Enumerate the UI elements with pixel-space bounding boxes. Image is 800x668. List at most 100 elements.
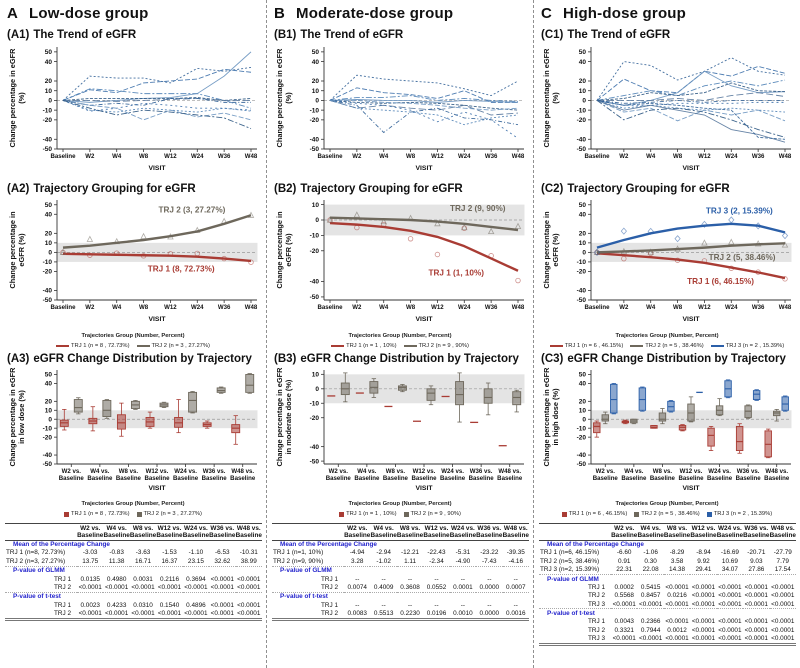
stats-table: W2 vs. Baseline W4 vs. Baseline W8 vs. Baseli… <box>272 522 529 621</box>
y-tick-label: -50 <box>43 462 53 469</box>
table-cell <box>5 522 77 541</box>
trajectory-annotation: TRJ 1 (6, 46.15%) <box>687 277 754 286</box>
panel-label: (C2) <box>541 182 564 195</box>
column-separator <box>533 0 534 668</box>
table-data-row: TRJ 2 0.5568 0.8457 0.0216 <0.0001 <0.0001 <0.… <box>539 592 796 600</box>
stats-table: W2 vs. Baseline W4 vs. Baseline W8 vs. Baseli… <box>539 522 796 646</box>
legend-swatch-icon <box>339 511 345 517</box>
table-cell: <0.0001 <box>691 626 716 634</box>
x-tick-label: Baseline <box>59 475 85 482</box>
y-axis-title: eGFR (%) <box>17 233 26 267</box>
table-cell: TRJ 1 <box>587 583 605 591</box>
y-tick-label: 0 <box>582 250 586 257</box>
data-marker <box>380 218 387 225</box>
table-cell: TRJ 2 (n=9, 90%) <box>273 557 324 565</box>
table-data-row: TRJ 2 (n=5, 38.46%) 0.91 0.30 3.58 9.92 10.69… <box>539 557 796 565</box>
data-marker <box>114 250 120 257</box>
table-cell: 17.54 <box>774 566 791 574</box>
table-cell: <0.0001 <box>210 575 234 583</box>
table-cell: <0.0001 <box>182 609 210 621</box>
legend-label: TRJ 1 (n = 6 , 46.15%) <box>564 342 624 349</box>
table-cell: <0.0001 <box>131 583 155 591</box>
table-data-row: TRJ 3 <0.0001 <0.0001 <0.0001 <0.0001 <0.0001… <box>539 634 796 646</box>
x-tick-label: Baseline <box>621 475 647 482</box>
table-cell: -- <box>381 601 386 609</box>
patient-trend-line <box>62 99 252 112</box>
x-tick-label: Baseline <box>202 475 228 482</box>
table-cell: <0.0001 <box>718 583 742 591</box>
trajectory-curve <box>62 252 252 263</box>
legend-label: TRJ 1 (n = 8 , 72.73%) <box>71 510 130 517</box>
legend-swatch-icon <box>64 511 70 517</box>
table-cell: -2.94 <box>376 549 391 557</box>
data-marker <box>728 265 734 272</box>
x-tick-label: W48 vs. <box>765 468 788 475</box>
group-a-column: A Low-dose group (A1) The Trend of eGFR 50… <box>0 0 266 668</box>
legend-swatch-icon <box>630 344 644 348</box>
table-cell: W36 vs. Baseline <box>476 522 503 541</box>
panel-title: (C3) eGFR Change Distribution by Trajecto… <box>541 353 791 366</box>
data-marker <box>381 222 387 228</box>
y-tick-label: -20 <box>310 415 320 422</box>
x-tick-label: W24 vs. <box>174 468 197 475</box>
table-cell: 0.0083 <box>344 609 371 621</box>
table-cell: 0.2366 <box>640 618 661 626</box>
table-cell: <0.0001 <box>771 600 795 608</box>
table-cell: -27.79 <box>773 549 792 557</box>
data-marker <box>87 252 93 259</box>
table-cell: <0.0001 <box>237 583 261 591</box>
x-tick-label: W2 vs. <box>62 468 82 475</box>
trajectory-annotation: TRJ 3 (2, 15.39%) <box>706 207 773 216</box>
table-header-row: W2 vs. Baseline W4 vs. Baseline W8 vs. Baseli… <box>272 522 529 541</box>
table-cell: 0.4980 <box>106 575 127 583</box>
x-tick-label: Baseline <box>707 475 733 482</box>
data-marker <box>86 235 94 243</box>
y-axis-title: Change percentage in <box>8 211 17 289</box>
legend-item: TRJ 3 (n = 2 , 15.39%) <box>710 342 784 351</box>
table-cell: <0.0001 <box>210 601 234 609</box>
x-tick-label: Baseline <box>497 475 523 482</box>
x-tick-label: W8 vs. <box>386 468 406 475</box>
table-cell: TRJ 1 <box>53 601 71 609</box>
x-axis-title: VISIT <box>149 165 167 172</box>
table-cell: W4 vs. Baseline <box>103 522 130 541</box>
table-cell <box>272 522 344 541</box>
table-cell: -8.94 <box>696 549 711 557</box>
table-cell: <0.0001 <box>157 583 182 591</box>
x-tick-label: Baseline <box>87 475 113 482</box>
y-tick-label: -20 <box>577 435 587 442</box>
x-tick-label: W36 <box>485 153 498 160</box>
box <box>397 385 407 392</box>
table-cell: W48 vs. Baseline <box>235 522 262 541</box>
data-marker <box>247 211 255 219</box>
data-marker <box>194 251 200 257</box>
patient-trend-line <box>62 99 252 120</box>
table-cell: <0.0001 <box>743 634 770 646</box>
table-cell: TRJ 1 (n=6, 46.15%) <box>540 549 600 557</box>
y-tick-label: 50 <box>45 49 53 56</box>
table-cell: -22.43 <box>427 549 446 557</box>
table-cell: TRJ 1 <box>587 618 605 626</box>
legend-swatch-icon <box>136 511 142 517</box>
x-tick-label: W36 <box>752 304 765 311</box>
patient-trend-line <box>329 99 519 116</box>
table-cell: <0.0001 <box>771 618 795 626</box>
table-cell: -6.53 <box>215 549 230 557</box>
x-tick-label: W12 <box>431 153 444 160</box>
y-tick-label: 20 <box>579 78 587 85</box>
table-data-row: TRJ 1 (n=1, 10%) -4.94 -2.94 -12.21 -22.43 -5… <box>272 549 529 557</box>
trajectory-legend: Trajectories Group (Number, Percent) TRJ … <box>272 332 528 351</box>
y-axis-title: in high dose (%) <box>551 388 560 446</box>
data-marker <box>755 269 761 276</box>
table-cell: <0.0001 <box>744 626 768 634</box>
table-cell: -- <box>434 575 439 583</box>
data-marker <box>514 223 522 230</box>
table-cell: <0.0001 <box>718 618 742 626</box>
x-tick-label: Baseline <box>736 475 762 482</box>
x-tick-label: W8 <box>673 304 683 311</box>
legend-items: TRJ 1 (n = 1 , 10%) TRJ 2 (n = 9 , 90%) <box>272 342 528 351</box>
legend-item: TRJ 2 (n = 5 , 38.46%) <box>634 510 700 519</box>
y-tick-label: -10 <box>310 107 320 114</box>
table-cell: 38.99 <box>240 557 257 565</box>
